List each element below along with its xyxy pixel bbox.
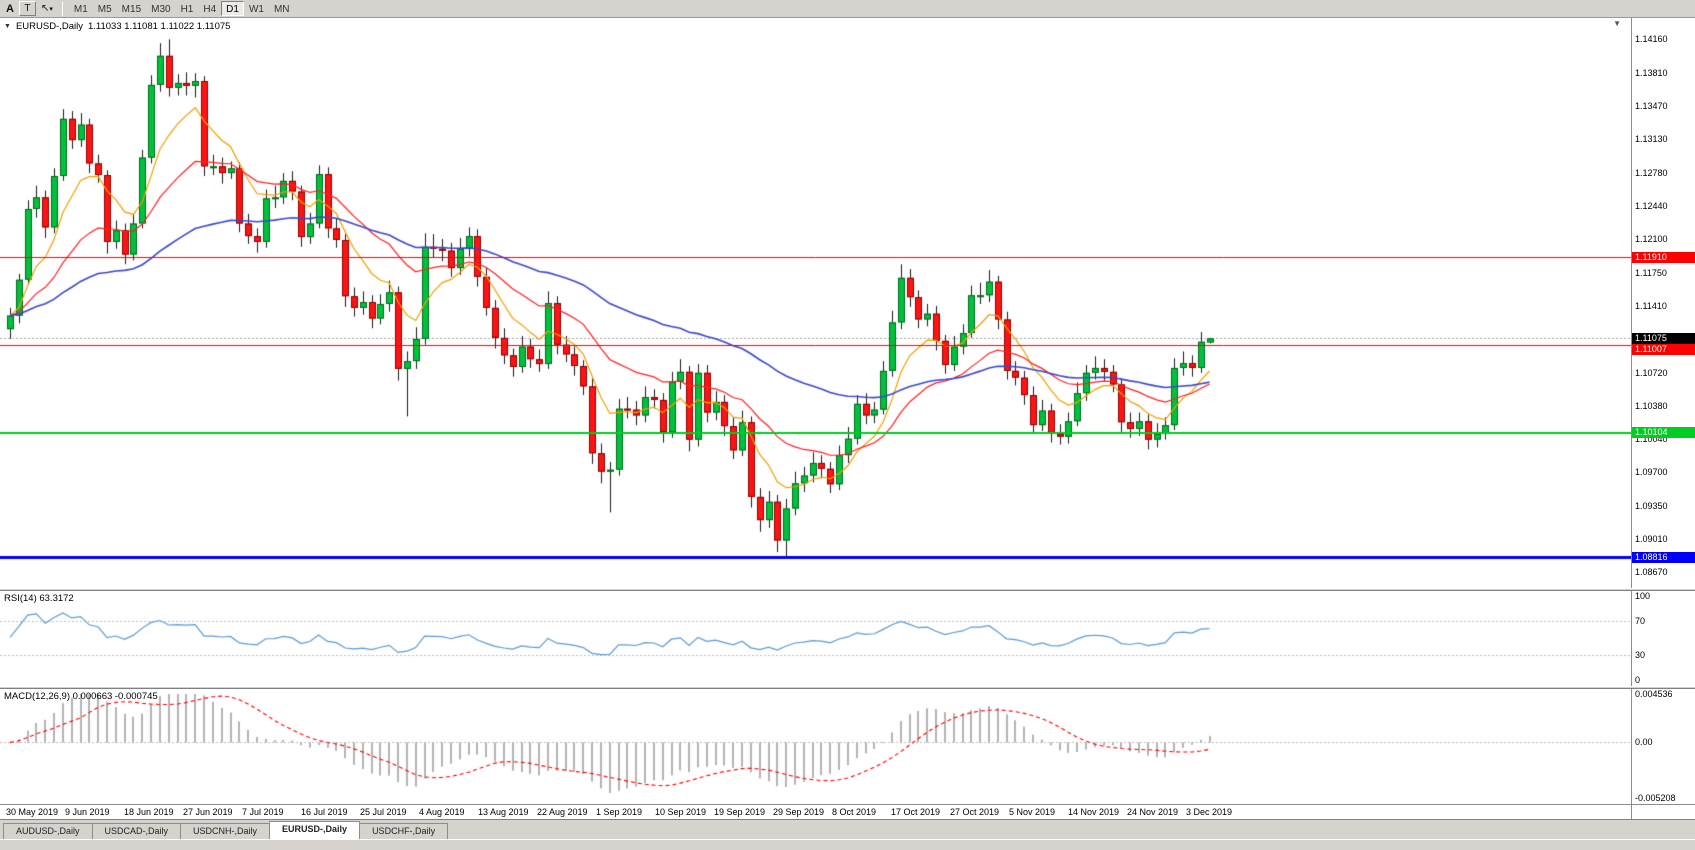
date-axis-label: 24 Nov 2019 <box>1127 807 1179 817</box>
chart-symbol-period: EURUSD-,Daily <box>15 21 83 32</box>
rsi-canvas[interactable] <box>0 591 1631 686</box>
price-axis-label: 1.12440 <box>1635 201 1668 212</box>
bottom-strip <box>0 839 1695 850</box>
macd-axis-label: 0.00 <box>1635 737 1653 748</box>
pane-splitter[interactable] <box>0 588 1695 591</box>
date-axis-label: 25 Jul 2019 <box>360 807 407 817</box>
timeframe-h4-button[interactable]: H4 <box>203 4 217 15</box>
price-axis-label: 1.10380 <box>1635 400 1668 411</box>
rsi-axis-label: 70 <box>1635 615 1646 626</box>
timeframe-m15-button[interactable]: M15 <box>121 4 142 15</box>
price-axis-label: 1.11410 <box>1635 300 1667 311</box>
date-axis-label: 13 Aug 2019 <box>478 807 529 817</box>
current-price-badge: 1.11075 <box>1632 332 1695 344</box>
price-axis-label: 1.09350 <box>1635 500 1668 511</box>
level-price-badge: 1.11910 <box>1632 251 1695 263</box>
chart-title: ▼ EURUSD-,Daily 1.11033 1.11081 1.11022 … <box>4 21 230 32</box>
price-axis-label: 1.14160 <box>1635 34 1668 45</box>
price-axis-label: 1.12100 <box>1635 234 1668 245</box>
timeframe-m30-button[interactable]: M30 <box>151 4 171 15</box>
level-price-badge: 1.08816 <box>1632 551 1695 563</box>
timeframe-w1-button[interactable]: W1 <box>248 4 264 15</box>
collapse-chart-icon[interactable]: ▼ <box>4 23 11 30</box>
timeframe-h1-button[interactable]: H1 <box>180 4 194 15</box>
macd-pane[interactable]: MACD(12,26,9) 0.000663 -0.000745 <box>0 689 1631 804</box>
price-axis[interactable]: 1.14160 1.13810 1.13470 1.13130 1.12780 1.124… <box>1631 18 1695 588</box>
toolbar-separator <box>61 1 63 16</box>
date-axis-label: 19 Sep 2019 <box>714 807 766 817</box>
timeframe-d1-button[interactable]: D1 <box>221 1 244 16</box>
date-axis-label: 1 Sep 2019 <box>596 807 643 817</box>
date-axis-label: 29 Sep 2019 <box>773 807 825 817</box>
pane-splitter[interactable] <box>0 686 1695 689</box>
macd-canvas[interactable] <box>0 689 1631 804</box>
date-axis-label: 18 Jun 2019 <box>124 807 174 817</box>
chart-tab-bar: AUDUSD-,Daily USDCAD-,Daily USDCNH-,Daily E… <box>0 819 1695 839</box>
text-tool-button[interactable]: T <box>18 1 36 16</box>
cursor-tool-button[interactable]: ↖ ▾ <box>38 1 56 16</box>
rsi-label: RSI(14) 63.3172 <box>4 593 74 604</box>
price-pane[interactable]: ▼ EURUSD-,Daily 1.11033 1.11081 1.11022 … <box>0 18 1631 588</box>
price-axis-label: 1.08670 <box>1635 566 1668 577</box>
date-axis-label: 27 Oct 2019 <box>950 807 1000 817</box>
date-axis-label: 7 Jul 2019 <box>242 807 284 817</box>
rsi-axis-label: 100 <box>1635 591 1651 601</box>
price-axis-label: 1.13130 <box>1635 134 1668 145</box>
date-axis-label: 5 Nov 2019 <box>1009 807 1056 817</box>
date-axis-label: 14 Nov 2019 <box>1068 807 1120 817</box>
time-axis[interactable]: 30 May 2019 9 Jun 2019 18 Jun 2019 27 Jun 2… <box>0 804 1695 819</box>
level-price-badge: 1.10104 <box>1632 427 1695 438</box>
date-axis-label: 9 Jun 2019 <box>65 807 110 817</box>
cursor-icon: ↖ <box>40 3 50 14</box>
timeframe-m1-button[interactable]: M1 <box>73 4 88 15</box>
rsi-axis-label: 30 <box>1635 649 1646 660</box>
price-chart-canvas[interactable] <box>0 18 1631 588</box>
date-axis-label: 30 May 2019 <box>6 807 59 817</box>
price-axis-label: 1.09010 <box>1635 533 1668 544</box>
rsi-axis[interactable]: 100 70 30 0 <box>1631 591 1695 686</box>
date-axis-label: 4 Aug 2019 <box>419 807 465 817</box>
date-axis-label: 8 Oct 2019 <box>832 807 877 817</box>
macd-axis-label: -0.005208 <box>1635 793 1676 803</box>
price-axis-label: 1.10720 <box>1635 367 1668 378</box>
macd-axis[interactable]: 0.004536 0.00 -0.005208 <box>1631 689 1695 804</box>
chart-tab-usdcnh[interactable]: USDCNH-,Daily <box>180 823 271 839</box>
date-axis-label: 3 Dec 2019 <box>1186 807 1233 817</box>
level-price-badge: 1.11007 <box>1632 343 1695 355</box>
date-axis-label: 16 Jul 2019 <box>301 807 348 817</box>
date-axis-label: 22 Aug 2019 <box>537 807 588 817</box>
chart-tab-usdchf[interactable]: USDCHF-,Daily <box>359 823 449 839</box>
price-axis-label: 1.09700 <box>1635 466 1668 477</box>
timeframe-m5-button[interactable]: M5 <box>97 4 112 15</box>
axis-corner <box>1631 805 1695 819</box>
rsi-axis-label: 0 <box>1635 675 1641 685</box>
timeframe-mn-button[interactable]: MN <box>273 4 290 15</box>
chart-ohlc-values: 1.11033 1.11081 1.11022 1.11075 <box>87 21 231 32</box>
date-axis-label: 27 Jun 2019 <box>183 807 233 817</box>
macd-label: MACD(12,26,9) 0.000663 -0.000745 <box>4 691 158 702</box>
top-toolbar: A T ↖ ▾ M1 M5 M15 M30 H1 H4 D1 W1 MN <box>0 0 1695 18</box>
chart-shift-marker[interactable]: ▼ <box>1613 19 1621 28</box>
price-axis-label: 1.11750 <box>1635 267 1667 278</box>
rsi-pane[interactable]: RSI(14) 63.3172 <box>0 591 1631 686</box>
timeframe-buttons: M1 M5 M15 M30 H1 H4 D1 W1 MN <box>69 1 295 16</box>
chart-tab-audusd[interactable]: AUDUSD-,Daily <box>3 823 93 839</box>
chevron-down-icon: ▾ <box>49 5 53 13</box>
price-axis-label: 1.13810 <box>1635 68 1668 79</box>
date-axis-label: 10 Sep 2019 <box>655 807 707 817</box>
date-axis-label: 17 Oct 2019 <box>891 807 941 817</box>
price-axis-label: 1.12780 <box>1635 168 1668 179</box>
chart-tab-eurusd[interactable]: EURUSD-,Daily <box>269 821 361 839</box>
price-axis-label: 1.13470 <box>1635 101 1668 112</box>
price-axis-label: 1.10040 <box>1635 433 1668 444</box>
chart-window: ▼ EURUSD-,Daily 1.11033 1.11081 1.11022 … <box>0 18 1695 850</box>
chart-tab-usdcad[interactable]: USDCAD-,Daily <box>91 823 182 839</box>
toolbar-letter-a[interactable]: A <box>6 2 14 15</box>
macd-axis-label: 0.004536 <box>1635 689 1673 699</box>
